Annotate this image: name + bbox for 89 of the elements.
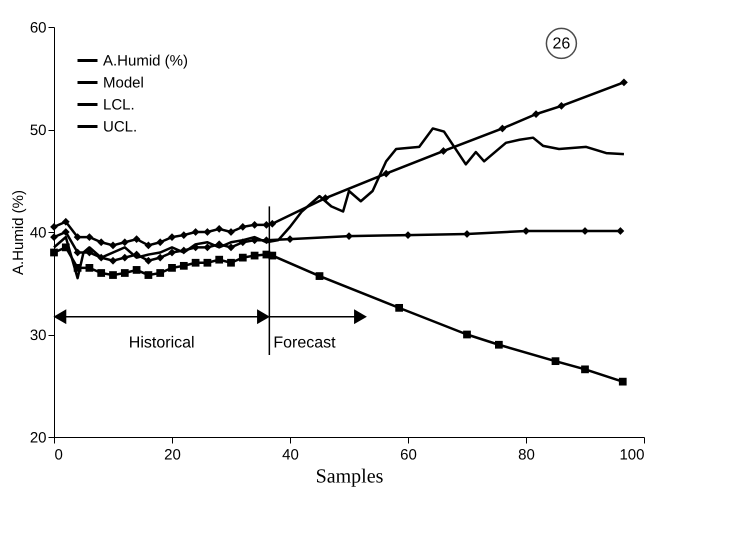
point bbox=[382, 170, 390, 178]
point bbox=[132, 235, 140, 244]
y-tick-label: 60 bbox=[30, 20, 46, 36]
point bbox=[144, 271, 152, 279]
point bbox=[120, 254, 129, 262]
point bbox=[463, 230, 471, 238]
point bbox=[498, 124, 506, 132]
point bbox=[120, 269, 129, 277]
x-tick-label: 60 bbox=[400, 446, 417, 464]
point bbox=[522, 227, 530, 235]
point bbox=[463, 330, 471, 338]
point bbox=[345, 232, 353, 240]
point bbox=[109, 256, 117, 265]
point bbox=[204, 228, 212, 236]
point bbox=[215, 225, 224, 233]
point bbox=[62, 228, 70, 236]
point bbox=[156, 254, 164, 262]
point bbox=[168, 248, 176, 256]
point bbox=[120, 238, 129, 246]
point bbox=[581, 227, 589, 235]
point bbox=[144, 256, 152, 265]
annotation: 26 bbox=[552, 35, 570, 52]
point bbox=[616, 227, 624, 235]
point bbox=[552, 357, 560, 366]
point bbox=[204, 244, 212, 252]
point bbox=[156, 269, 164, 277]
point bbox=[532, 110, 540, 118]
point bbox=[86, 233, 94, 241]
x-tick-label: 20 bbox=[164, 446, 181, 464]
point bbox=[227, 258, 235, 267]
point bbox=[404, 231, 412, 239]
x-axis-title: Samples bbox=[316, 466, 384, 488]
point bbox=[168, 233, 176, 241]
point bbox=[144, 241, 152, 250]
point bbox=[74, 248, 82, 256]
point bbox=[250, 252, 258, 260]
point bbox=[440, 147, 448, 155]
point bbox=[132, 266, 140, 274]
point bbox=[109, 241, 117, 250]
x-tick-label: 100 bbox=[619, 446, 644, 464]
y-tick-label: 30 bbox=[30, 327, 46, 344]
point bbox=[620, 78, 628, 86]
point bbox=[62, 244, 70, 252]
point bbox=[86, 264, 94, 272]
point bbox=[192, 228, 200, 236]
point bbox=[109, 271, 117, 279]
point bbox=[86, 248, 94, 256]
point bbox=[192, 258, 200, 267]
point bbox=[238, 223, 247, 231]
point bbox=[204, 258, 212, 267]
point bbox=[395, 304, 404, 312]
point bbox=[558, 102, 566, 110]
y-axis-title: A.Humid (%) bbox=[10, 190, 27, 276]
x-tick-label: 80 bbox=[518, 446, 535, 464]
point bbox=[97, 269, 106, 277]
point bbox=[50, 223, 58, 231]
y-tick-label: 40 bbox=[30, 224, 46, 242]
y-tick-label: 50 bbox=[30, 122, 46, 139]
point bbox=[50, 233, 58, 241]
legend-label: A.Humid (%) bbox=[103, 52, 188, 70]
point bbox=[250, 220, 258, 229]
point bbox=[227, 244, 235, 252]
annotation: Historical bbox=[128, 334, 195, 352]
point bbox=[156, 238, 164, 246]
point bbox=[62, 218, 70, 226]
point bbox=[97, 238, 106, 246]
y-tick-label: 20 bbox=[30, 430, 46, 446]
point bbox=[618, 378, 627, 386]
point bbox=[50, 248, 58, 256]
annotation: Forecast bbox=[273, 334, 336, 352]
point bbox=[227, 228, 235, 236]
point bbox=[180, 231, 188, 239]
point bbox=[215, 256, 224, 264]
legend-label: UCL. bbox=[103, 118, 138, 136]
point bbox=[74, 264, 82, 272]
point bbox=[494, 340, 503, 349]
point bbox=[286, 235, 294, 244]
point bbox=[316, 272, 324, 280]
point bbox=[238, 254, 247, 262]
x-tick-label: 0 bbox=[54, 446, 63, 464]
point bbox=[168, 264, 176, 272]
point bbox=[97, 254, 106, 262]
point bbox=[74, 233, 82, 241]
point bbox=[180, 262, 188, 270]
legend-label: Model bbox=[103, 74, 144, 92]
point bbox=[238, 238, 247, 246]
legend-label: LCL. bbox=[103, 96, 135, 114]
x-tick-label: 40 bbox=[282, 446, 299, 464]
point bbox=[581, 365, 589, 374]
